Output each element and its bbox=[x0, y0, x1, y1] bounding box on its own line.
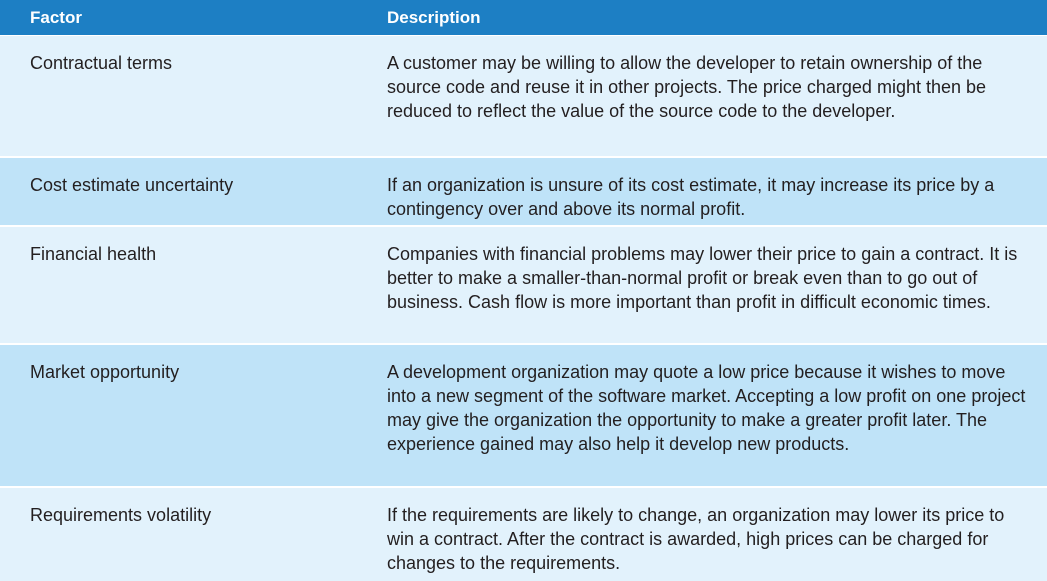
factor-cell: Requirements volatility bbox=[30, 505, 212, 525]
factor-cell: Financial health bbox=[30, 244, 157, 264]
header-factor: Factor bbox=[30, 7, 82, 27]
factor-cell: Market opportunity bbox=[30, 362, 180, 382]
table-row: Cost estimate uncertainty If an organiza… bbox=[0, 158, 1047, 227]
description-cell: A customer may be willing to allow the d… bbox=[387, 53, 987, 121]
table-row: Contractual terms A customer may be will… bbox=[0, 36, 1047, 158]
factor-cell: Contractual terms bbox=[30, 53, 173, 73]
table-header: Factor Description bbox=[0, 0, 1047, 36]
table-row: Market opportunity A development organiz… bbox=[0, 345, 1047, 488]
table-row: Requirements volatility If the requireme… bbox=[0, 488, 1047, 581]
factor-cell: Cost estimate uncertainty bbox=[30, 175, 234, 195]
description-cell: A development organization may quote a l… bbox=[387, 362, 1026, 454]
description-cell: Companies with financial problems may lo… bbox=[387, 244, 1018, 312]
table-row: Financial health Companies with financia… bbox=[0, 227, 1047, 345]
description-cell: If an organization is unsure of its cost… bbox=[387, 175, 995, 219]
header-description: Description bbox=[387, 7, 481, 27]
description-cell: If the requirements are likely to change… bbox=[387, 505, 1005, 573]
